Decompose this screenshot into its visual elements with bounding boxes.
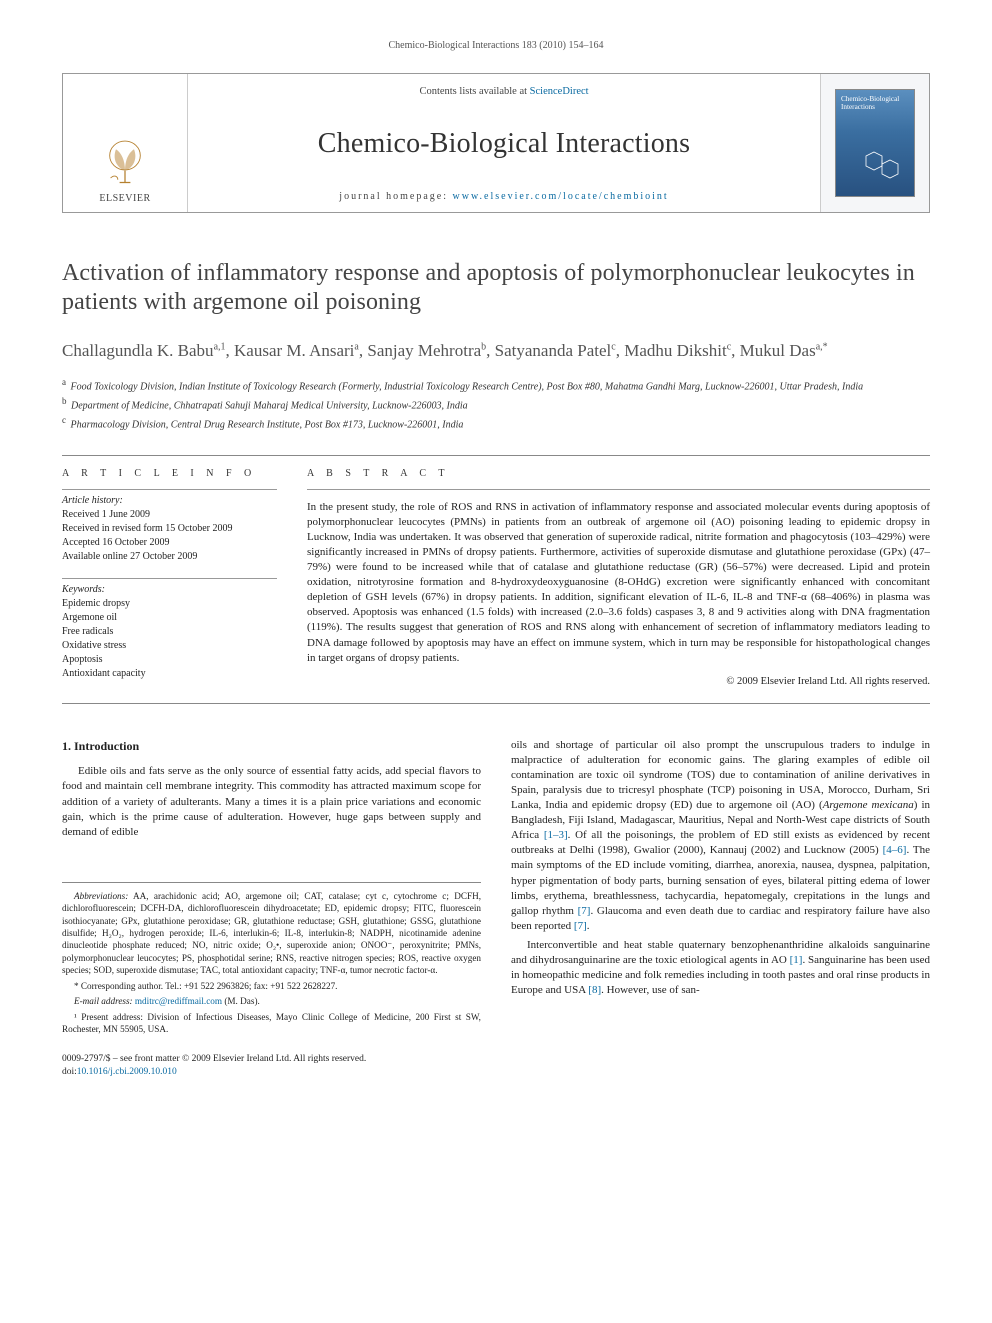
homepage-link[interactable]: www.elsevier.com/locate/chembioint (453, 191, 669, 202)
corresponding-author: * Corresponding author. Tel.: +91 522 29… (62, 980, 481, 992)
cover-thumbnail: Chemico-Biological Interactions (835, 89, 915, 197)
ref-link[interactable]: [7] (574, 920, 587, 932)
abbreviations: Abbreviations: AA, arachidonic acid; AO,… (62, 890, 481, 977)
history-line: Received in revised form 15 October 2009 (62, 522, 277, 536)
article-info-label: A R T I C L E I N F O (62, 468, 277, 479)
authors-line: Challagundla K. Babua,1, Kausar M. Ansar… (62, 340, 930, 363)
ref-link[interactable]: [1–3] (544, 829, 568, 841)
email-line: E-mail address: mditrc@rediffmail.com (M… (62, 995, 481, 1007)
abbrev-text: AA, arachidonic acid; AO, argemone oil; … (62, 891, 481, 976)
affiliations: a Food Toxicology Division, Indian Insti… (62, 376, 930, 432)
ref-link[interactable]: [8] (588, 984, 601, 996)
body-columns: 1. Introduction Edible oils and fats ser… (62, 738, 930, 1079)
affiliation: a Food Toxicology Division, Indian Insti… (62, 376, 930, 395)
front-matter-line: 0009-2797/$ – see front matter © 2009 El… (62, 1053, 481, 1066)
cover-title: Chemico-Biological Interactions (841, 95, 909, 112)
intro-para-1: Edible oils and fats serve as the only s… (62, 764, 481, 839)
affiliation: b Department of Medicine, Chhatrapati Sa… (62, 395, 930, 414)
article-title: Activation of inflammatory response and … (62, 259, 930, 318)
doi-link[interactable]: 10.1016/j.cbi.2009.10.010 (77, 1067, 177, 1077)
sciencedirect-link[interactable]: ScienceDirect (530, 86, 589, 97)
body-col-left: 1. Introduction Edible oils and fats ser… (62, 738, 481, 1079)
history-line: Available online 27 October 2009 (62, 550, 277, 564)
intro-para-3: Interconvertible and heat stable quatern… (511, 938, 930, 998)
cover-thumbnail-box: Chemico-Biological Interactions (820, 74, 929, 212)
homepage-line: journal homepage: www.elsevier.com/locat… (198, 191, 810, 202)
ref-link[interactable]: [4–6] (883, 844, 907, 856)
contents-prefix: Contents lists available at (419, 86, 529, 97)
keywords-block: Keywords: Epidemic dropsyArgemone oilFre… (62, 583, 277, 681)
doi-block: 0009-2797/$ – see front matter © 2009 El… (62, 1053, 481, 1079)
keyword: Oxidative stress (62, 639, 277, 653)
homepage-prefix: journal homepage: (339, 191, 452, 202)
article-info-column: A R T I C L E I N F O Article history: R… (62, 456, 277, 695)
email-label: E-mail address: (74, 996, 135, 1006)
abstract-text: In the present study, the role of ROS an… (307, 500, 930, 666)
footnotes: Abbreviations: AA, arachidonic acid; AO,… (62, 882, 481, 1036)
email-link[interactable]: mditrc@rediffmail.com (135, 996, 222, 1006)
journal-name: Chemico-Biological Interactions (198, 128, 810, 160)
elsevier-tree-icon (98, 133, 152, 187)
species-name: Argemone mexicana (823, 799, 914, 811)
history-line: Accepted 16 October 2009 (62, 536, 277, 550)
journal-banner: ELSEVIER Contents lists available at Sci… (62, 73, 930, 213)
keyword: Apoptosis (62, 653, 277, 667)
contents-line: Contents lists available at ScienceDirec… (198, 86, 810, 97)
affiliation: c Pharmacology Division, Central Drug Re… (62, 414, 930, 433)
keyword: Antioxidant capacity (62, 667, 277, 681)
intro-heading: 1. Introduction (62, 738, 481, 754)
intro-para-2: oils and shortage of particular oil also… (511, 738, 930, 934)
ref-link[interactable]: [1] (790, 954, 803, 966)
abstract-rule (307, 489, 930, 490)
banner-center: Contents lists available at ScienceDirec… (188, 74, 820, 212)
keywords-head: Keywords: (62, 583, 277, 597)
history-line: Received 1 June 2009 (62, 508, 277, 522)
info-rule (62, 489, 277, 490)
publisher-label: ELSEVIER (99, 193, 150, 204)
corr-label: * Corresponding author. (74, 981, 165, 991)
present-address: ¹ Present address: Division of Infectiou… (62, 1011, 481, 1036)
p2c: . Of all the poisonings, the problem of … (511, 829, 930, 856)
present-label: ¹ Present address: (74, 1012, 147, 1022)
body-col-right: oils and shortage of particular oil also… (511, 738, 930, 1079)
section-rule (62, 703, 930, 704)
ref-link[interactable]: [7] (578, 905, 591, 917)
history-head: Article history: (62, 494, 277, 508)
abbrev-label: Abbreviations: (74, 891, 128, 901)
corr-text: Tel.: +91 522 2963826; fax: +91 522 2628… (165, 981, 337, 991)
p3c: . However, use of san- (601, 984, 700, 996)
running-header: Chemico-Biological Interactions 183 (201… (62, 40, 930, 51)
email-suffix: (M. Das). (222, 996, 260, 1006)
cover-molecule-icon (862, 146, 906, 186)
abstract-column: A B S T R A C T In the present study, th… (307, 456, 930, 695)
abstract-copyright: © 2009 Elsevier Ireland Ltd. All rights … (307, 676, 930, 687)
p2f: . (587, 920, 590, 932)
abstract-label: A B S T R A C T (307, 468, 930, 479)
article-history: Article history: Received 1 June 2009Rec… (62, 494, 277, 564)
publisher-logo-box: ELSEVIER (63, 74, 188, 212)
keyword: Epidemic dropsy (62, 597, 277, 611)
info-rule (62, 578, 277, 579)
doi-prefix: doi: (62, 1067, 77, 1077)
keyword: Free radicals (62, 625, 277, 639)
keyword: Argemone oil (62, 611, 277, 625)
